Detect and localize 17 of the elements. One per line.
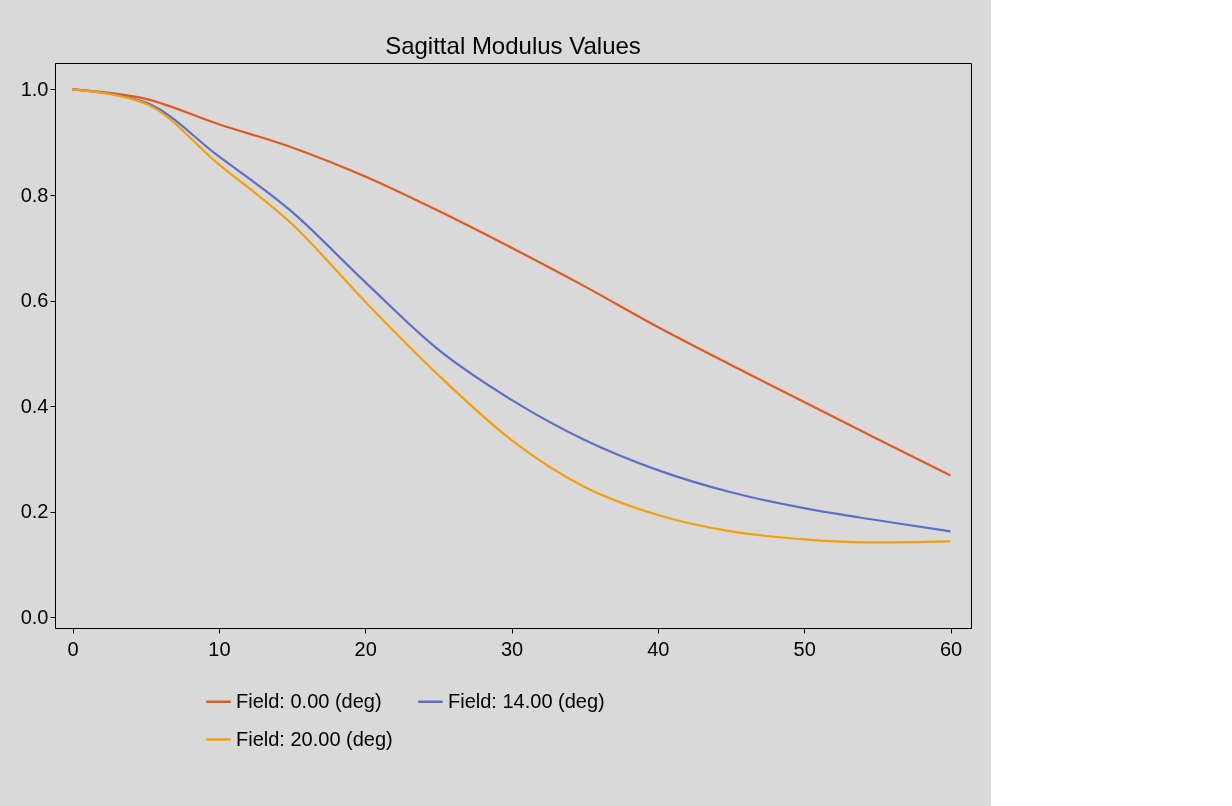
x-tick-label: 0	[67, 637, 79, 660]
x-tick-label: 10	[208, 637, 231, 660]
x-tick-label: 60	[939, 637, 963, 660]
x-tick-label: 40	[647, 637, 670, 660]
legend-label: Field: 14.00 (deg)	[448, 689, 605, 712]
y-tick-label: 1.0	[20, 77, 49, 100]
y-tick-label: 0.4	[20, 394, 49, 417]
y-tick-label: 0.2	[20, 500, 49, 523]
y-tick-label: 0.6	[20, 289, 49, 312]
x-tick-label: 50	[793, 637, 816, 660]
y-tick-label: 0.0	[20, 605, 49, 628]
chart-title: Sagittal Modulus Values	[385, 32, 641, 59]
legend-label: Field: 20.00 (deg)	[236, 727, 393, 750]
y-tick-label: 0.8	[20, 183, 49, 206]
x-tick-label: 20	[354, 637, 377, 660]
legend-label: Field: 0.00 (deg)	[236, 689, 382, 712]
x-tick-label: 30	[500, 637, 524, 660]
